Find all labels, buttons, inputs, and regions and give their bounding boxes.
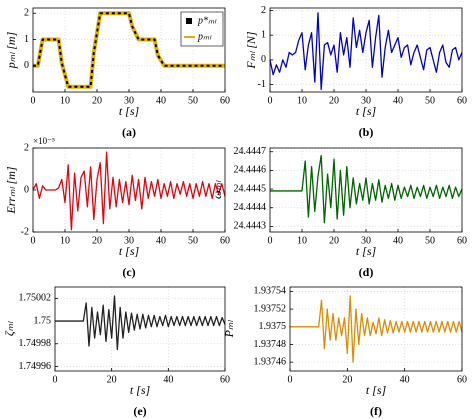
y-tick-label: 24.4445 [234, 183, 267, 194]
caption: (a) [122, 125, 136, 139]
y-tick-label: 1 [261, 29, 266, 40]
series-line [33, 11, 225, 89]
y-tick-label: -1 [258, 79, 266, 90]
y-tick-label: 1.75002 [19, 293, 52, 304]
x-tick-label: 40 [400, 374, 410, 385]
x-tick-label: 10 [60, 235, 70, 246]
x-tick-label: 40 [393, 235, 403, 246]
legend-label: p*ₘₗ [197, 15, 217, 26]
y-tick-label: 2 [24, 8, 29, 19]
x-tick-label: 10 [60, 95, 70, 106]
plot-frame [32, 7, 226, 93]
x-tick-label: 0 [268, 235, 273, 246]
x-tick-label: 60 [220, 374, 230, 385]
y-tick-label: 24.4444 [234, 202, 267, 213]
x-axis-label: t [s] [119, 244, 140, 258]
caption: (d) [359, 265, 374, 279]
plot-frame [269, 147, 463, 233]
x-axis-label: t [s] [356, 104, 377, 118]
plot-frame [289, 286, 463, 372]
x-tick-label: 30 [124, 95, 134, 106]
series-line [290, 295, 463, 363]
y-axis-label: pₘₗ [m] [4, 31, 18, 69]
y-tick-label: 1.74996 [19, 361, 52, 372]
x-tick-label: 10 [297, 95, 307, 106]
series-line [270, 154, 463, 224]
x-tick-label: 50 [425, 235, 435, 246]
legend-swatch [186, 18, 192, 24]
x-tick-label: 20 [92, 95, 102, 106]
y-tick-label: 0 [24, 184, 29, 195]
x-tick-label: 10 [297, 235, 307, 246]
x-tick-label: 0 [288, 374, 293, 385]
plot-frame [54, 286, 226, 372]
y-axis-label: Pₘₗ [222, 320, 236, 339]
x-tick-label: 40 [393, 95, 403, 106]
y-tick-label: 1.75 [34, 315, 52, 326]
y-tick-label: -2 [21, 226, 29, 237]
plot-area [290, 287, 462, 371]
y-tick-label: 0 [24, 60, 29, 71]
y-tick-label: 24.4446 [234, 165, 267, 176]
x-tick-label: 20 [92, 235, 102, 246]
caption: (f) [370, 404, 382, 418]
series-line [55, 295, 226, 351]
x-tick-label: 60 [457, 374, 467, 385]
x-tick-label: 60 [220, 95, 230, 106]
x-axis-label: t [s] [130, 383, 151, 397]
y-axis-label: Errₘₗ [m] [4, 166, 18, 214]
x-tick-label: 20 [107, 374, 117, 385]
y-tick-label: 1.93754 [254, 286, 287, 297]
caption: (c) [122, 265, 135, 279]
x-axis-label: t [s] [366, 383, 387, 397]
x-tick-label: 20 [329, 235, 339, 246]
x-tick-label: 50 [188, 95, 198, 106]
series-line [269, 12, 463, 91]
y-tick-label: 1.93746 [254, 356, 287, 367]
x-tick-label: 60 [457, 95, 467, 106]
x-tick-label: 0 [268, 95, 273, 106]
plot-frame [269, 7, 463, 93]
y-tick-label: 2 [261, 5, 266, 16]
x-tick-label: 0 [53, 374, 58, 385]
x-axis-label: t [s] [119, 104, 140, 118]
x-tick-label: 20 [342, 374, 352, 385]
y-tick-label: 1.93748 [254, 339, 287, 350]
x-tick-label: 60 [457, 235, 467, 246]
y-tick-label: 1.9375 [259, 321, 287, 332]
x-tick-label: 40 [156, 235, 166, 246]
y-tick-label: 0 [261, 54, 266, 65]
axis-offset-label: ×10⁻⁵ [33, 136, 55, 146]
y-axis-label: Fₘₗ [N] [244, 31, 258, 69]
x-tick-label: 30 [361, 95, 371, 106]
x-tick-label: 20 [329, 95, 339, 106]
x-tick-label: 0 [31, 95, 36, 106]
caption: (b) [359, 125, 374, 139]
legend-box [180, 11, 224, 47]
y-tick-label: 1.93752 [254, 303, 287, 314]
y-tick-label: 24.4447 [234, 146, 267, 157]
x-tick-label: 30 [361, 235, 371, 246]
y-axis-label: ωₘₗ [210, 180, 224, 199]
y-tick-label: 24.4443 [234, 221, 267, 232]
caption: (e) [133, 404, 146, 418]
x-tick-label: 40 [156, 95, 166, 106]
series-line [32, 151, 226, 231]
x-axis-label: t [s] [356, 244, 377, 258]
x-tick-label: 60 [220, 235, 230, 246]
plot-frame [32, 147, 226, 233]
legend-label: pₘₗ [197, 31, 212, 42]
x-tick-label: 50 [188, 235, 198, 246]
x-tick-label: 30 [124, 235, 134, 246]
x-tick-label: 40 [163, 374, 173, 385]
x-tick-label: 0 [31, 235, 36, 246]
y-tick-label: 1.74998 [19, 338, 52, 349]
x-tick-label: 50 [425, 95, 435, 106]
y-axis-label: ζₘₗ [2, 321, 16, 336]
y-tick-label: 2 [24, 142, 29, 153]
y-tick-label: 1 [24, 34, 29, 45]
